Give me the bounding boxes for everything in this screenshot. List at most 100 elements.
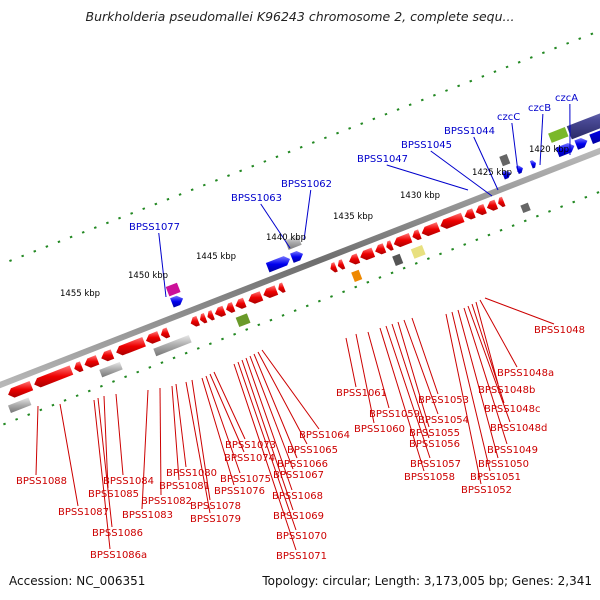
leader-line [411,317,439,395]
forward-gene [265,256,291,273]
gene-label-top: BPSS1047 [357,154,408,165]
minor-tick [263,160,267,163]
reverse-gene [486,199,499,211]
minor-tick [584,195,588,199]
gene-block-darkgray [499,154,511,167]
gene-label-bottom: BPSS1058 [404,472,455,483]
reverse-gene [160,327,171,339]
minor-tick [51,403,55,407]
leader-line [511,122,519,173]
minor-tick [348,126,352,130]
reverse-gene [214,305,227,317]
minor-tick [87,389,91,393]
topology-text: Topology: circular; Length: 3,173,005 bp… [262,574,592,588]
gene-label-bottom: BPSS1061 [336,388,387,399]
leader-line [237,361,297,531]
gene-label-bottom: BPSS1066 [277,459,328,470]
minor-tick [457,84,461,88]
minor-tick [3,422,6,426]
leader-line [379,327,425,472]
leader-line [479,299,518,368]
minor-tick [572,200,576,204]
minor-tick [578,37,582,40]
leader-line [473,136,499,191]
gene-label-bottom: BPSS1083 [122,510,173,521]
forward-gene [290,251,304,263]
gene-label-bottom: BPSS1048d [490,423,547,434]
reverse-gene [145,331,161,344]
reverse-gene [101,349,115,362]
leader-line [303,189,312,241]
leader-line [471,303,505,404]
minor-tick [178,193,182,196]
minor-tick [69,235,73,239]
minor-tick [9,259,13,263]
reverse-gene [498,196,506,208]
leader-line [261,349,320,430]
leader-line [115,393,124,476]
gene-label-top: BPSS1045 [401,140,452,151]
minor-tick [63,399,67,402]
minor-tick [160,361,164,364]
minor-tick [214,178,218,182]
forward-gene [501,170,511,180]
leader-line [475,301,499,385]
leader-line [430,150,493,197]
gene-label-bottom: BPSS1069 [273,511,324,522]
gene-label-bottom: BPSS1075 [220,474,271,485]
reverse-gene [263,285,279,298]
minor-tick [27,413,31,416]
reverse-gene [34,365,74,388]
gene-label-bottom: BPSS1050 [478,459,529,470]
leader-line [463,307,508,445]
pseudo-gene [153,334,192,357]
minor-tick [275,155,279,159]
gene-label-bottom: BPSS1059 [369,409,420,420]
minor-tick [560,205,564,209]
leader-line [209,373,245,453]
minor-tick [342,290,346,294]
gene-label-bottom: BPSS1085 [88,489,139,500]
gene-block-purple [566,113,600,140]
minor-tick [499,228,503,232]
leader-line [403,319,439,415]
minor-tick [487,233,491,237]
gene-label-top: BPSS1063 [231,193,282,204]
gene-label-bottom: BPSS1065 [287,445,338,456]
minor-tick [142,207,146,211]
gene-label-bottom: BPSS1074 [224,453,275,464]
reverse-gene [330,262,338,273]
gene-label-bottom: BPSS1052 [461,485,512,496]
minor-tick [311,141,315,144]
gene-block-yellow [410,245,426,259]
gene-label-bottom: BPSS1053 [418,395,469,406]
leader-line [59,403,79,507]
gene-label-bottom: BPSS1048c [484,404,541,415]
gene-label-bottom: BPSS1087 [58,507,109,518]
gene-label-bottom: BPSS1048b [478,385,535,396]
reverse-gene [116,336,146,356]
gene-label-bottom: BPSS1081 [159,481,210,492]
leader-line [451,311,491,472]
leader-line [345,337,357,388]
gene-label-bottom: BPSS1048 [534,325,585,336]
gene-block-green [548,127,569,143]
minor-tick [227,174,231,177]
leader-line [233,363,297,551]
leader-line [191,379,211,501]
forward-gene [574,137,588,150]
gene-label-bottom: BPSS1080 [166,468,217,479]
leader-line [260,203,291,249]
leader-line [445,313,482,485]
gene-label-top: BPSS1044 [444,126,495,137]
minor-tick [45,245,49,248]
reverse-gene [199,313,208,324]
minor-tick [257,323,261,327]
minor-tick [196,347,200,350]
minor-tick [233,332,237,336]
minor-tick [426,257,430,261]
reverse-gene [421,222,441,237]
leader-line [484,297,555,325]
minor-tick [154,202,158,206]
